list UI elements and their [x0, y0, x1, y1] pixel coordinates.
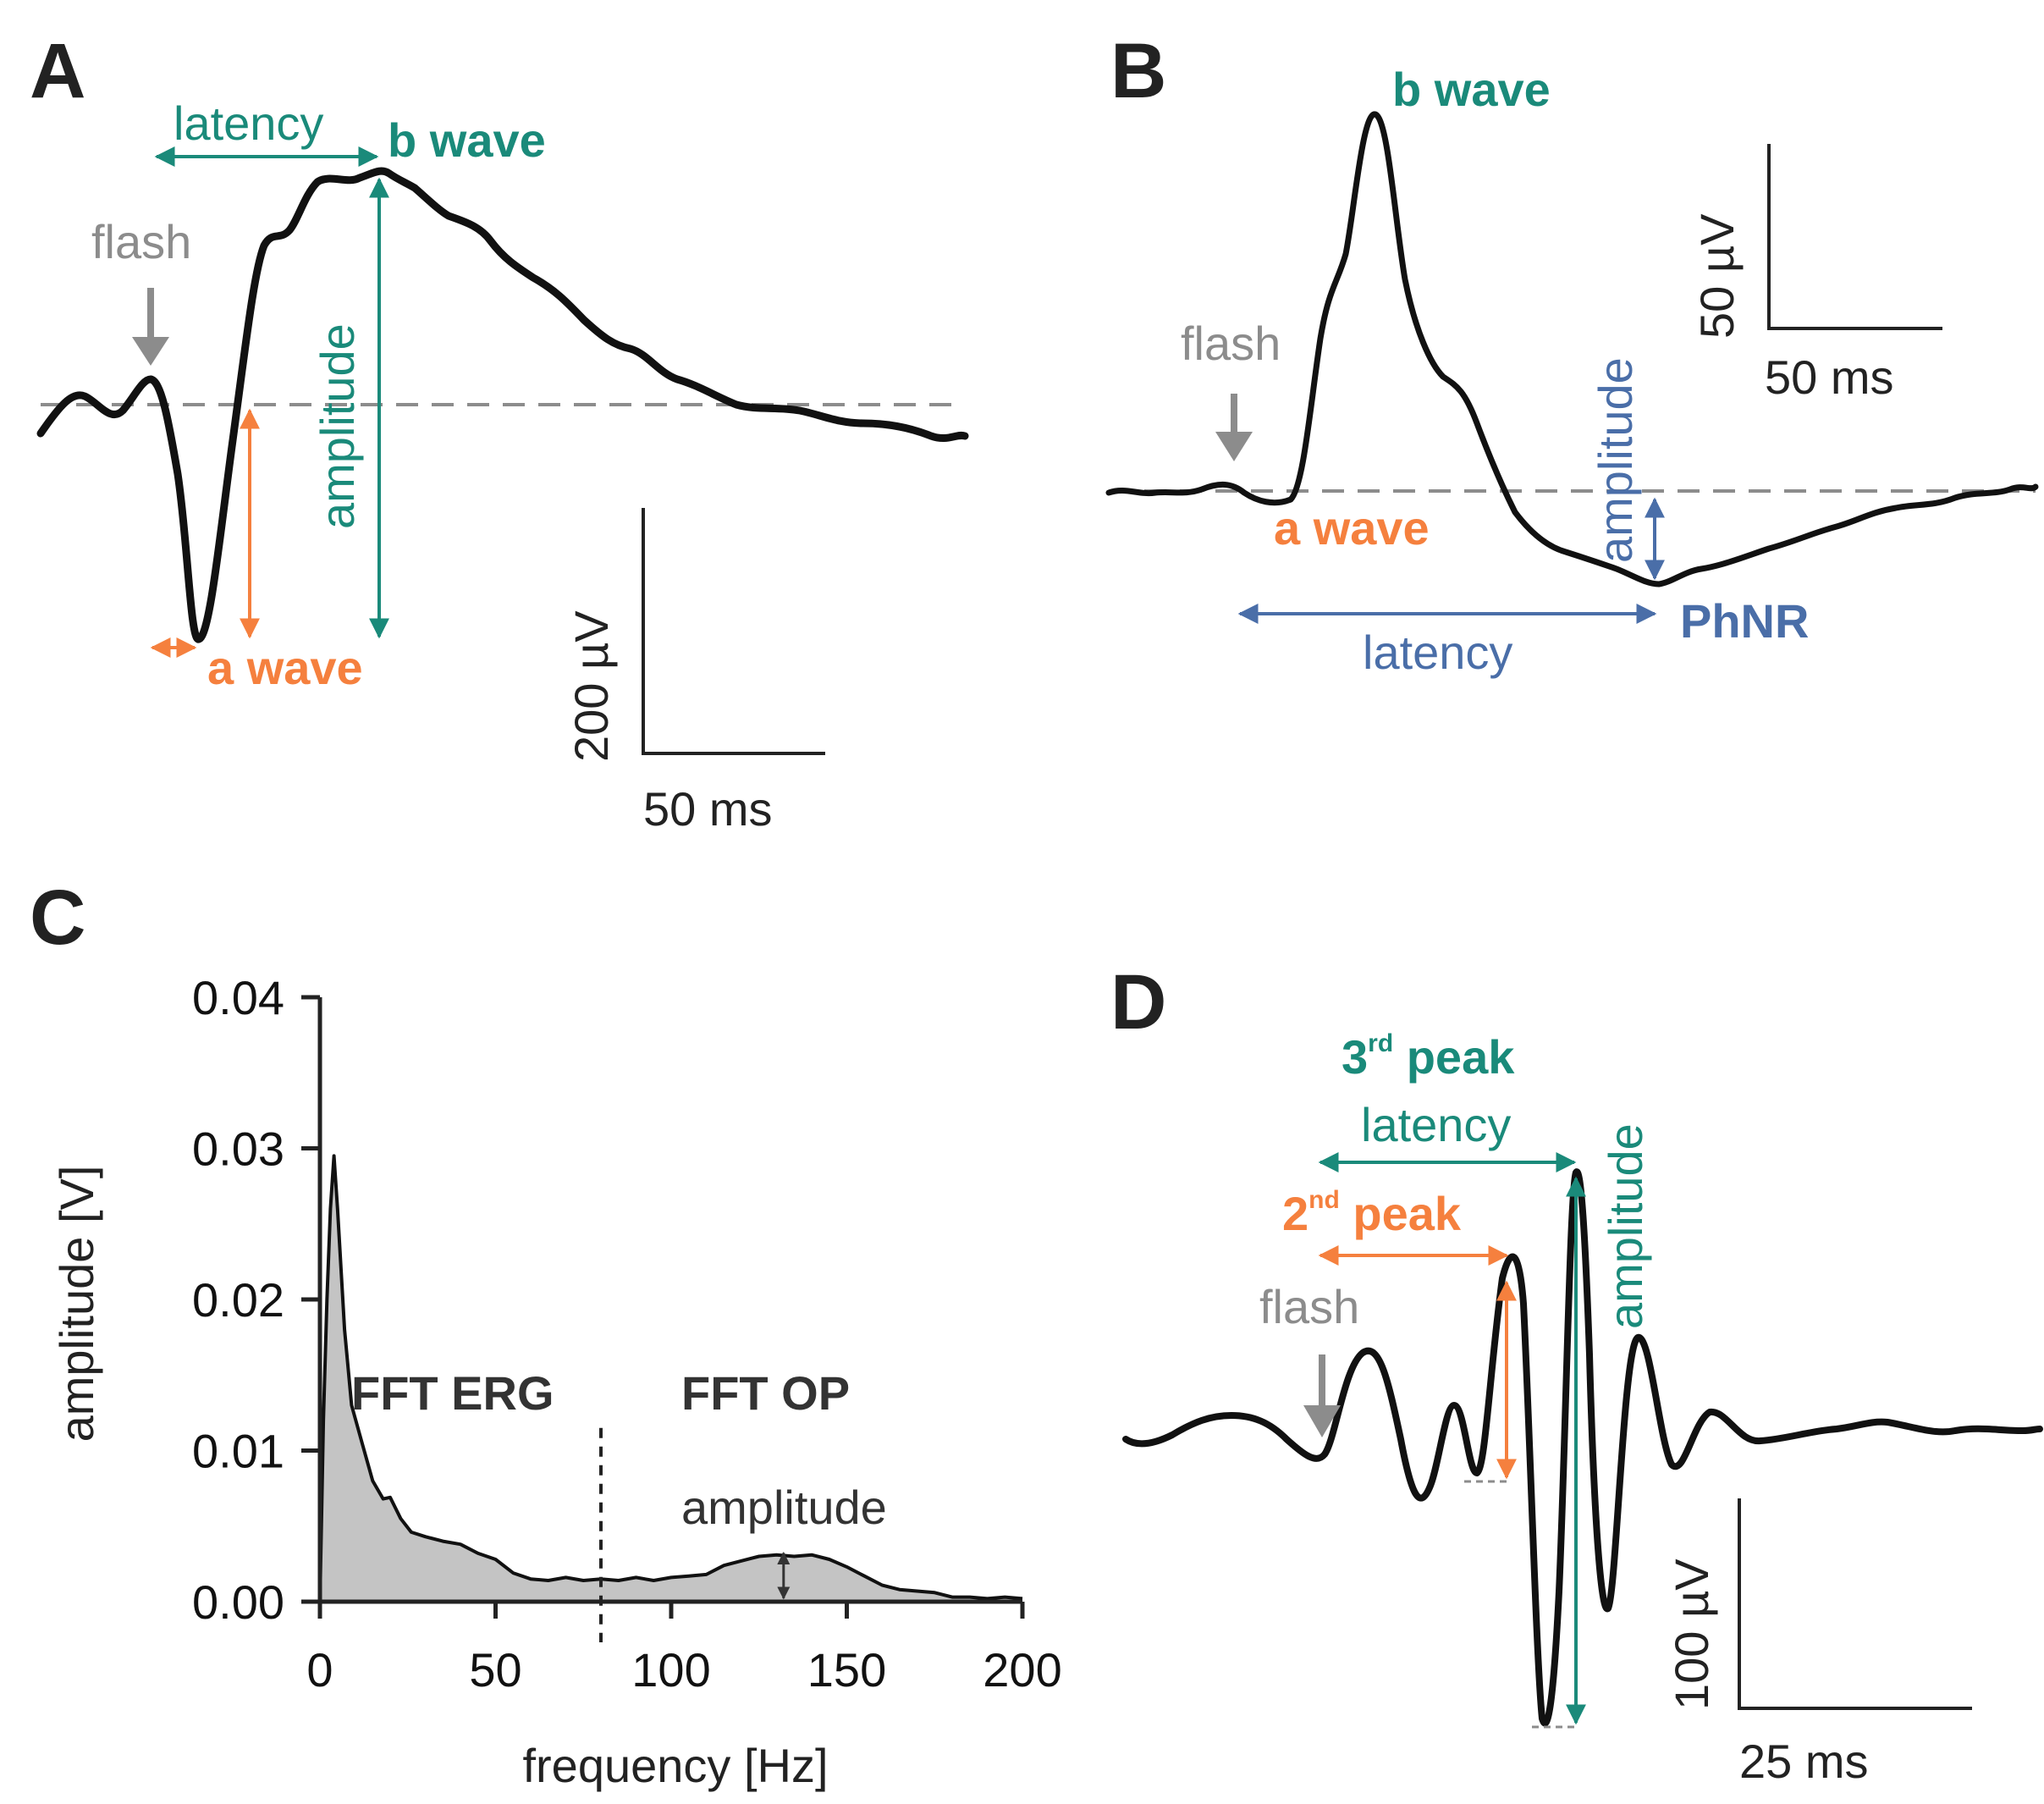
- a-wave-label-b: a wave: [1274, 501, 1430, 554]
- fft-area: [320, 1156, 1022, 1602]
- panel-letter-b: B: [1110, 28, 1166, 114]
- third-peak-label: 3rd peak: [1342, 1029, 1515, 1084]
- x-axis-title: frequency [Hz]: [522, 1739, 828, 1792]
- erg-trace-b: [1105, 111, 2039, 588]
- latency-label-a: latency: [174, 97, 323, 150]
- b-wave-label-a: b wave: [388, 113, 546, 167]
- panel-c: C 0.00 0.01 0.02 0.03 0.04 0 50 100 150 200 ampl…: [30, 874, 1062, 1792]
- amplitude-label-d: amplitude: [1599, 1123, 1652, 1329]
- y-tick-label: 0.03: [192, 1123, 284, 1176]
- flash-label-a: flash: [91, 215, 191, 268]
- x-tick-label: 100: [631, 1643, 710, 1696]
- flash-arrow-head-a: [132, 337, 169, 366]
- scale-x-label-d: 25 ms: [1739, 1735, 1869, 1788]
- x-tick-label: 200: [983, 1643, 1061, 1696]
- x-tick-label: 150: [807, 1643, 886, 1696]
- scale-y-label-d: 100 µV: [1665, 1559, 1718, 1710]
- panel-letter-a: A: [30, 28, 85, 114]
- scale-y-label-b: 50 µV: [1690, 213, 1744, 339]
- amplitude-label-a: amplitude: [311, 323, 364, 529]
- a-wave-label-a: a wave: [207, 641, 363, 694]
- erg-trace-a: [36, 167, 969, 643]
- y-ticks: 0.00 0.01 0.02 0.03 0.04: [192, 971, 320, 1629]
- scale-x-label-b: 50 ms: [1765, 350, 1894, 404]
- x-tick-label: 0: [306, 1643, 333, 1696]
- phnr-label: PhNR: [1680, 594, 1809, 648]
- flash-label-d: flash: [1259, 1280, 1359, 1333]
- amplitude-label-b: amplitude: [1589, 357, 1642, 563]
- flash-label-b: flash: [1181, 317, 1281, 370]
- x-tick-label: 50: [469, 1643, 521, 1696]
- x-ticks: 0 50 100 150 200: [306, 1602, 1062, 1696]
- b-wave-label-b: b wave: [1392, 63, 1551, 116]
- y-tick-label: 0.01: [192, 1425, 284, 1478]
- scale-y-label-a: 200 µV: [565, 610, 618, 762]
- op-trace-d: [1122, 1168, 2043, 1727]
- panel-letter-d: D: [1110, 959, 1166, 1045]
- scale-x-label-a: 50 ms: [643, 782, 773, 836]
- panel-d: D 3rd peak latency 2nd peak amplitude fl…: [1110, 959, 2043, 1788]
- panel-a: A flash latency b wave amplitude a wave …: [30, 28, 969, 836]
- latency-label-b: latency: [1363, 626, 1512, 679]
- y-tick-label: 0.02: [192, 1273, 284, 1327]
- op-amplitude-label: amplitude: [681, 1481, 887, 1534]
- fft-plot: 0.00 0.01 0.02 0.03 0.04 0 50 100 150 200: [192, 971, 1062, 1696]
- panel-b: B b wave flash a wave amplitude latency …: [1105, 28, 2039, 679]
- panel-letter-c: C: [30, 874, 85, 961]
- latency-label-d: latency: [1361, 1098, 1511, 1151]
- flash-arrow-head-d: [1303, 1405, 1341, 1437]
- second-peak-label: 2nd peak: [1282, 1186, 1462, 1240]
- scale-bar-a: [642, 508, 825, 755]
- y-tick-label: 0.04: [192, 971, 284, 1024]
- flash-arrow-head-b: [1215, 432, 1253, 461]
- scale-bar-b: [1767, 144, 1942, 330]
- fft-erg-label: FFT ERG: [351, 1366, 554, 1420]
- fft-op-label: FFT OP: [681, 1366, 850, 1420]
- y-axis-title: amplitude [V]: [50, 1166, 103, 1443]
- y-tick-label: 0.00: [192, 1575, 284, 1629]
- scale-bar-d: [1738, 1498, 1972, 1710]
